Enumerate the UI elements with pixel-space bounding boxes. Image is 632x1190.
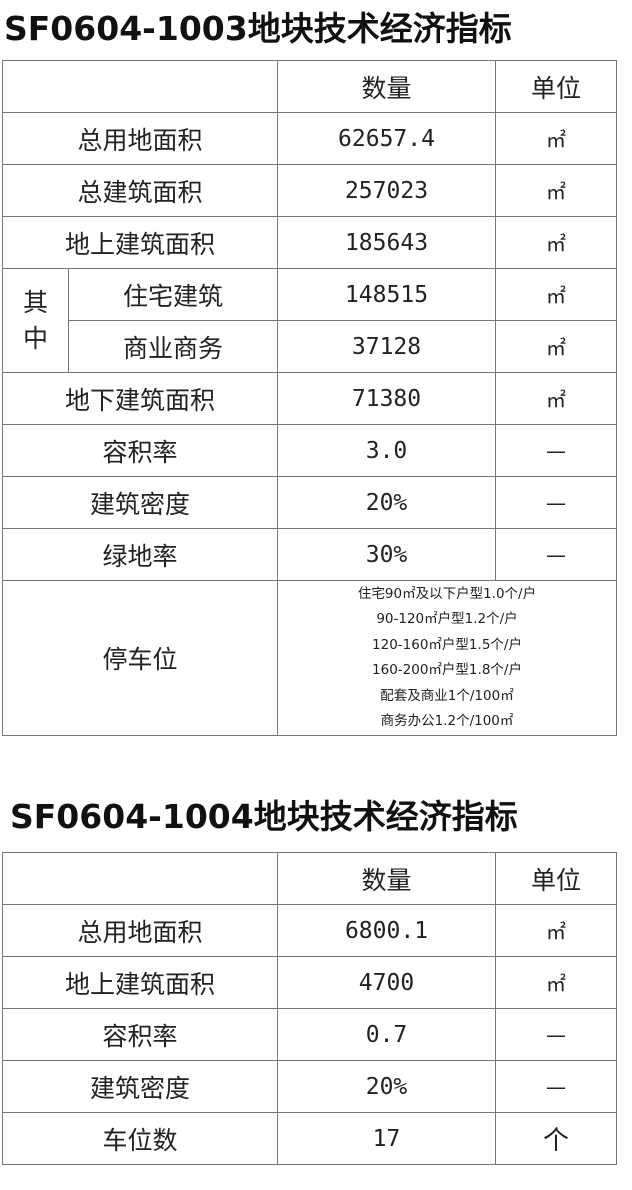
row-label: 地上建筑面积 [2, 216, 278, 269]
row-qty: 62657.4 [277, 112, 496, 165]
row-label: 车位数 [2, 1112, 278, 1165]
row-qty: 17 [277, 1112, 496, 1165]
parking-line: 90-120㎡户型1.2个/户 [376, 611, 518, 627]
table-row: 总建筑面积 257023 ㎡ [2, 164, 617, 217]
header-blank [2, 60, 278, 113]
row-unit: ㎡ [495, 904, 617, 957]
row-unit: — [495, 476, 617, 529]
table-row: 地上建筑面积 4700 ㎡ [2, 956, 617, 1009]
row-label: 建筑密度 [2, 1060, 278, 1113]
row-unit: — [495, 1008, 617, 1061]
row-qty: 37128 [277, 320, 496, 373]
row-qty: 257023 [277, 164, 496, 217]
row-unit: 个 [495, 1112, 617, 1165]
table2: 数量 单位 总用地面积 6800.1 ㎡ 地上建筑面积 4700 ㎡ 容积率 0.7— 建… [2, 852, 617, 1165]
row-unit: ㎡ [495, 216, 617, 269]
table-row: 地下建筑面积 71380 ㎡ [2, 372, 617, 425]
table-row: 车位数 17 个 [2, 1112, 617, 1165]
table-row: 总用地面积 6800.1 ㎡ [2, 904, 617, 957]
row-label: 住宅建筑 [68, 268, 278, 321]
row-label: 总用地面积 [2, 904, 278, 957]
row-qty: 30% [277, 528, 496, 581]
parking-label: 停车位 [2, 580, 278, 736]
row-label: 地下建筑面积 [2, 372, 278, 425]
table-row: 容积率 3.0— [2, 424, 617, 477]
row-unit: — [495, 1060, 617, 1113]
row-qty: 20% [277, 1060, 496, 1113]
header-unit: 单位 [495, 852, 617, 905]
header-qty: 数量 [277, 60, 496, 113]
row-label: 总用地面积 [2, 112, 278, 165]
table-row: 总用地面积 62657.4 ㎡ [2, 112, 617, 165]
row-label: 总建筑面积 [2, 164, 278, 217]
header-qty: 数量 [277, 852, 496, 905]
table-row: 容积率 0.7— [2, 1008, 617, 1061]
row-unit: ㎡ [495, 956, 617, 1009]
table1-title: SF0604-1003地块技术经济指标 [4, 9, 512, 48]
row-qty: 185643 [277, 216, 496, 269]
parking-row: 停车位 住宅90㎡及以下户型1.0个/户 90-120㎡户型1.2个/户 120… [2, 580, 617, 736]
parking-line: 160-200㎡户型1.8个/户 [372, 662, 522, 678]
row-unit: ㎡ [495, 372, 617, 425]
row-label: 容积率 [2, 424, 278, 477]
row-qty: 148515 [277, 268, 496, 321]
row-label: 容积率 [2, 1008, 278, 1061]
row-label: 绿地率 [2, 528, 278, 581]
parking-line: 配套及商业1个/100㎡ [380, 687, 514, 704]
row-label: 地上建筑面积 [2, 956, 278, 1009]
parking-line: 商务办公1.2个/100㎡ [380, 713, 514, 729]
table-row: 绿地率 30% — [2, 528, 617, 581]
header-blank [2, 852, 278, 905]
row-unit: — [495, 424, 617, 477]
row-qty: 3.0 [277, 424, 496, 477]
table-row: 建筑密度 20% — [2, 476, 617, 529]
row-label: 建筑密度 [2, 476, 278, 529]
table-header: 数量 单位 [2, 852, 617, 905]
row-unit: — [495, 528, 617, 581]
parking-line: 120-160㎡户型1.5个/户 [372, 636, 522, 653]
group-label: 其中 [2, 268, 69, 373]
row-qty: 0.7 [277, 1008, 496, 1061]
parking-rules: 住宅90㎡及以下户型1.0个/户 90-120㎡户型1.2个/户 120-160… [277, 580, 617, 736]
header-unit: 单位 [495, 60, 617, 113]
row-label: 商业商务 [68, 320, 278, 373]
row-unit: ㎡ [495, 112, 617, 165]
row-unit: ㎡ [495, 164, 617, 217]
table-header: 数量 单位 [2, 60, 617, 113]
table2-title: SF0604-1004地块技术经济指标 [10, 797, 518, 836]
row-qty: 71380 [277, 372, 496, 425]
row-qty: 20% [277, 476, 496, 529]
row-unit: ㎡ [495, 268, 617, 321]
table-row: 其中 住宅建筑 148515 ㎡ [2, 268, 617, 373]
row-qty: 4700 [277, 956, 496, 1009]
table-row: 商业商务 37128 ㎡ [3, 320, 617, 373]
table1: 数量 单位 总用地面积 62657.4 ㎡ 总建筑面积 257023 ㎡ 地上建筑面积 1… [2, 60, 617, 736]
row-qty: 6800.1 [277, 904, 496, 957]
row-unit: ㎡ [495, 320, 617, 373]
table-row: 地上建筑面积 185643 ㎡ [2, 216, 617, 269]
table-row: 建筑密度 20% — [2, 1060, 617, 1113]
parking-line: 住宅90㎡及以下户型1.0个/户 [357, 585, 537, 602]
